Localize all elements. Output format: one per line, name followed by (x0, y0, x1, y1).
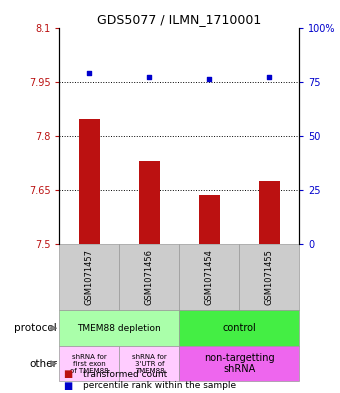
Point (267, 74, 272, 80)
Bar (139, 161, 160, 244)
Text: shRNA for
first exon
of TMEM88: shRNA for first exon of TMEM88 (70, 354, 109, 373)
Title: GDS5077 / ILMN_1710001: GDS5077 / ILMN_1710001 (97, 13, 261, 26)
Text: GSM1071456: GSM1071456 (145, 249, 154, 305)
Text: non-targetting
shRNA: non-targetting shRNA (204, 353, 275, 374)
Text: other: other (29, 358, 57, 369)
Text: percentile rank within the sample: percentile rank within the sample (83, 382, 236, 390)
Text: transformed count: transformed count (83, 370, 168, 378)
Bar (59, 244, 119, 310)
Bar (199, 195, 220, 244)
Bar (239, 244, 299, 310)
Text: protocol: protocol (14, 323, 57, 333)
Bar (180, 310, 299, 346)
Bar (59, 346, 119, 381)
Text: TMEM88 depletion: TMEM88 depletion (78, 324, 161, 332)
Bar (79, 119, 100, 244)
Bar (119, 244, 180, 310)
Text: control: control (222, 323, 256, 333)
Point (147, 74, 152, 80)
Text: ■: ■ (63, 381, 72, 391)
Point (87, 70, 92, 76)
Text: GSM1071457: GSM1071457 (85, 249, 94, 305)
Text: GSM1071454: GSM1071454 (205, 249, 214, 305)
Bar (180, 244, 239, 310)
Text: ■: ■ (63, 369, 72, 379)
Point (207, 76, 212, 83)
Bar (259, 181, 280, 244)
Text: GSM1071455: GSM1071455 (265, 249, 274, 305)
Bar (119, 346, 180, 381)
Text: shRNA for
3'UTR of
TMEM88: shRNA for 3'UTR of TMEM88 (132, 354, 167, 373)
Bar (59, 310, 180, 346)
Bar (180, 346, 299, 381)
